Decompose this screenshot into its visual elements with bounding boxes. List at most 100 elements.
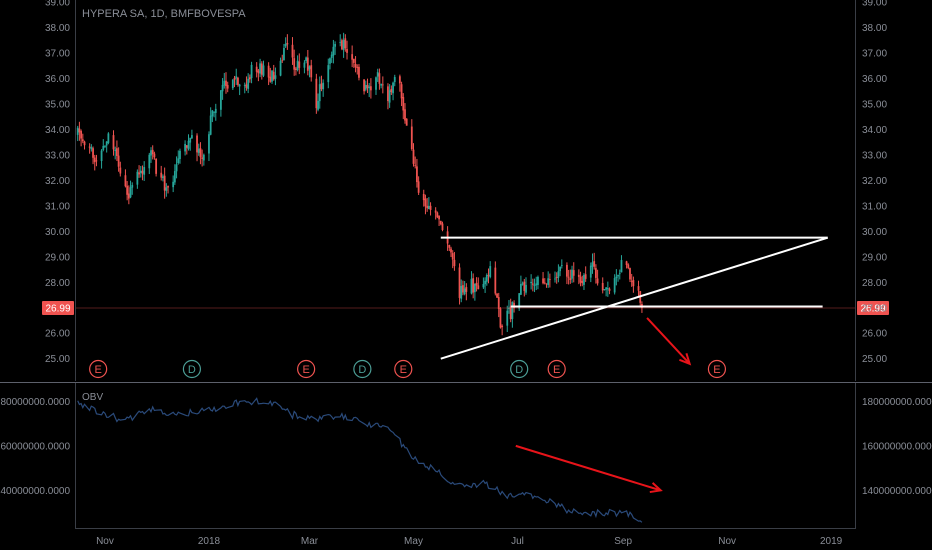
- candle-body: [356, 66, 359, 68]
- candle: [214, 103, 217, 121]
- candle: [305, 56, 308, 64]
- candle-body: [627, 264, 630, 268]
- obv-tick-label-left: 140000000.0000: [0, 486, 70, 497]
- candle: [453, 251, 456, 271]
- dividend-marker[interactable]: D: [353, 359, 372, 379]
- candle-body: [189, 137, 192, 143]
- candle-body: [388, 90, 391, 103]
- candle-body: [494, 267, 497, 294]
- candle-body: [473, 283, 476, 293]
- earnings-marker[interactable]: E: [547, 359, 566, 379]
- dividend-marker[interactable]: D: [510, 359, 529, 379]
- obv-pane[interactable]: OBV: [75, 383, 856, 528]
- candle-body: [177, 158, 180, 164]
- last-price-badge-right[interactable]: 26.99: [857, 301, 889, 316]
- candle-body: [402, 97, 405, 111]
- obv-axis-right[interactable]: 180000000.0000 160000000.0000 140000000.00…: [862, 397, 932, 497]
- candle: [351, 45, 354, 68]
- candle-body: [197, 148, 200, 153]
- candle: [185, 144, 188, 155]
- candle-body: [412, 149, 415, 164]
- time-tick-label: May: [404, 536, 423, 547]
- candle-body: [219, 90, 222, 110]
- obv-indicator-label[interactable]: OBV: [82, 392, 103, 403]
- candle: [606, 281, 609, 297]
- candle: [369, 78, 372, 99]
- time-axis[interactable]: Nov 2018 Mar May Jul Sep Nov 2019: [96, 536, 843, 547]
- price-forecast-arrow[interactable]: [646, 317, 692, 366]
- candle: [448, 244, 451, 252]
- candle: [535, 276, 538, 291]
- candle-body: [426, 205, 429, 209]
- price-tick-label-left: 30.00: [45, 227, 70, 238]
- price-tick-label-left: 28.00: [45, 278, 70, 289]
- candle-body: [434, 210, 437, 213]
- candle-body: [358, 66, 360, 78]
- earnings-marker[interactable]: E: [89, 359, 108, 379]
- candle-body: [339, 41, 342, 43]
- candle: [329, 57, 331, 70]
- candle-body: [390, 88, 393, 93]
- earnings-marker[interactable]: E: [394, 359, 413, 379]
- candle-body: [567, 276, 570, 278]
- candle: [519, 275, 522, 296]
- candle-body: [581, 280, 584, 284]
- candle-body: [566, 264, 568, 277]
- candle-body: [90, 147, 93, 150]
- candle-body: [477, 285, 480, 290]
- time-tick-label: 2018: [198, 536, 221, 547]
- candle-body: [368, 86, 371, 89]
- candle-body: [141, 170, 144, 174]
- obv-tick-label-right: 180000000.0000: [862, 397, 932, 408]
- candle: [291, 37, 294, 65]
- candle-body: [625, 261, 628, 265]
- candle-body: [303, 62, 306, 68]
- candle: [175, 156, 178, 179]
- candle: [306, 49, 309, 76]
- candle-body: [213, 111, 215, 113]
- candle: [567, 269, 570, 285]
- candle-body: [291, 44, 294, 58]
- candle: [364, 80, 367, 92]
- candle: [83, 140, 86, 150]
- candle: [136, 169, 139, 189]
- candle: [322, 79, 325, 97]
- candle-body: [342, 39, 345, 50]
- candle: [484, 277, 487, 293]
- candle: [376, 68, 379, 82]
- candle: [402, 93, 405, 120]
- candle: [318, 76, 321, 109]
- candle: [436, 211, 439, 219]
- candle-body: [138, 172, 140, 175]
- earnings-marker[interactable]: E: [297, 359, 316, 379]
- earnings-marker[interactable]: E: [707, 359, 727, 379]
- last-price-badge-left[interactable]: 26.99: [42, 301, 74, 316]
- obv-tick-label-left: 160000000.0000: [0, 441, 70, 452]
- candle-body: [392, 82, 394, 94]
- obv-forecast-arrow[interactable]: [515, 444, 663, 494]
- event-marker-circle: [89, 359, 108, 379]
- candle-body: [76, 127, 79, 135]
- candle-body: [548, 279, 551, 281]
- candle: [581, 275, 584, 287]
- candle-body: [470, 278, 473, 294]
- candle: [613, 274, 616, 295]
- dividend-marker[interactable]: D: [182, 359, 202, 379]
- candle-body: [606, 288, 609, 290]
- candle: [191, 129, 193, 139]
- candle-body: [185, 145, 188, 148]
- candle-body: [184, 143, 186, 152]
- candle: [173, 164, 176, 185]
- price-axis-right[interactable]: 25.00 26.00 27.00 28.00 29.00 30.00 31.00 32.00…: [862, 0, 887, 365]
- candle: [554, 271, 556, 283]
- candle-body: [519, 283, 522, 295]
- candle-body: [245, 84, 248, 88]
- rising-trend-line[interactable]: [440, 236, 829, 360]
- obv-axis-left[interactable]: 180000000.0000 160000000.0000 140000000.00…: [0, 397, 70, 497]
- candle: [126, 181, 129, 201]
- candle-body: [482, 283, 485, 288]
- candle-body: [584, 274, 587, 279]
- price-axis-left[interactable]: 25.00 26.00 27.00 28.00 29.00 30.00 31.00 32.00…: [42, 0, 889, 365]
